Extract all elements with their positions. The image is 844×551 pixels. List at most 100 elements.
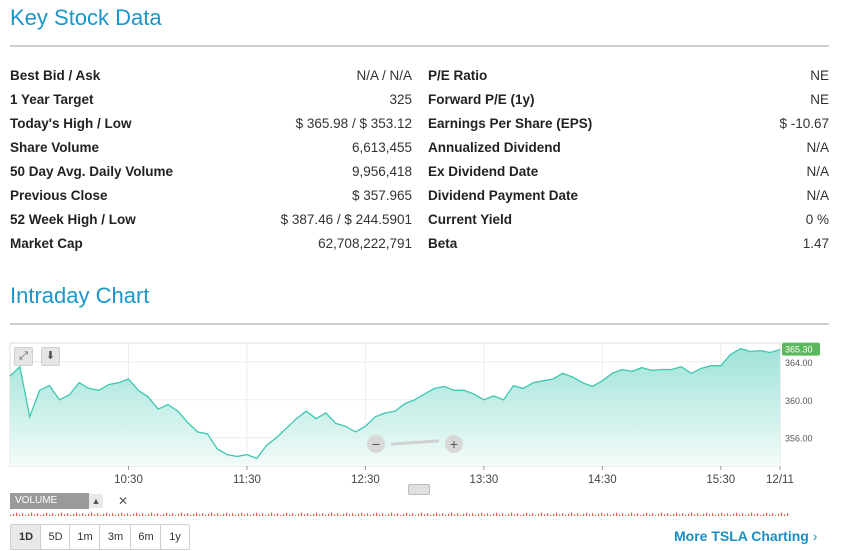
volume-bar	[529, 514, 531, 516]
volume-bar	[283, 513, 285, 516]
volume-bar	[469, 514, 471, 516]
section-divider	[10, 45, 829, 47]
key-data-value: $ 357.965	[351, 187, 412, 203]
volume-bar	[28, 513, 30, 516]
volume-bar	[688, 513, 690, 516]
volume-bar	[757, 513, 759, 516]
volume-bar	[229, 514, 231, 516]
volume-bar	[712, 513, 714, 516]
volume-bar	[754, 514, 756, 516]
range-button-1d[interactable]: 1D	[10, 524, 42, 550]
volume-bar	[109, 514, 111, 516]
x-tick-label: 12/11	[766, 474, 794, 486]
volume-bar	[253, 513, 255, 516]
volume-bar	[88, 513, 90, 516]
volume-bar	[310, 515, 312, 516]
volume-bar	[91, 512, 93, 516]
volume-bar	[514, 514, 516, 516]
intraday-price-chart[interactable]: 356.00 360.00 364.00 365.30 10:30 11:30 12:30 1…	[0, 333, 844, 518]
volume-bar	[727, 513, 729, 516]
range-button-1m[interactable]: 1m	[69, 524, 101, 550]
key-data-label: Earnings Per Share (EPS)	[428, 115, 593, 131]
key-data-label: Market Cap	[10, 235, 83, 251]
volume-bar	[541, 512, 543, 516]
key-data-value: 325	[389, 91, 412, 107]
volume-bar	[94, 514, 96, 516]
close-icon[interactable]: ✕	[117, 494, 129, 508]
volume-bar	[391, 512, 393, 516]
volume-bar	[508, 513, 510, 516]
volume-bar	[139, 514, 141, 516]
move-up-icon[interactable]: ▲	[89, 494, 103, 508]
volume-bar	[691, 512, 693, 516]
volume-bar	[424, 514, 426, 516]
range-button-1y[interactable]: 1y	[160, 524, 190, 550]
section-divider	[10, 323, 829, 325]
volume-bar	[409, 514, 411, 516]
volume-bar	[625, 515, 627, 516]
volume-bar	[316, 512, 318, 516]
more-charting-link[interactable]: More TSLA Charting ›	[674, 528, 817, 544]
volume-bar	[292, 513, 294, 516]
volume-bar	[766, 512, 768, 516]
key-data-value: NE	[810, 67, 829, 83]
download-icon[interactable]: ⬇	[41, 347, 60, 366]
volume-bar	[10, 515, 12, 516]
volume-bar	[481, 512, 483, 516]
chart-zoom-slider[interactable]: − +	[367, 435, 465, 455]
key-data-label: Ex Dividend Date	[428, 163, 539, 179]
volume-bar	[694, 514, 696, 516]
range-button-6m[interactable]: 6m	[130, 524, 162, 550]
volume-bar	[277, 513, 279, 516]
zoom-in-icon[interactable]: +	[445, 435, 463, 453]
volume-bar	[781, 512, 783, 516]
volume-bar	[328, 513, 330, 516]
key-data-label: Forward P/E (1y)	[428, 91, 535, 107]
volume-bar	[337, 513, 339, 516]
volume-bar	[466, 512, 468, 516]
volume-bar	[22, 513, 24, 516]
key-data-value: 0 %	[805, 211, 829, 227]
volume-bar	[202, 513, 204, 516]
range-button-5d[interactable]: 5D	[40, 524, 71, 550]
key-data-left-table: Best Bid / Ask N/A / N/A 1 Year Target 325 T…	[10, 63, 412, 255]
volume-bar	[442, 513, 444, 516]
volume-bar	[490, 515, 492, 516]
volume-bar	[184, 514, 186, 516]
volume-bar	[406, 512, 408, 516]
volume-bar	[595, 515, 597, 516]
volume-bar	[268, 513, 270, 516]
volume-bar	[580, 515, 582, 516]
volume-bar	[646, 512, 648, 516]
volume-bar	[451, 512, 453, 516]
key-data-row: Earnings Per Share (EPS) $ -10.67	[428, 111, 829, 135]
volume-bar	[463, 513, 465, 516]
volume-bar	[436, 512, 438, 516]
volume-bar	[355, 515, 357, 516]
volume-bar	[115, 515, 117, 516]
volume-bar	[73, 513, 75, 516]
range-button-3m[interactable]: 3m	[99, 524, 132, 550]
volume-bar	[226, 512, 228, 516]
volume-bar	[235, 515, 237, 516]
volume-bar	[724, 514, 726, 516]
y-tick-label: 364.00	[785, 358, 813, 368]
volume-bar	[325, 515, 327, 516]
zoom-track[interactable]	[390, 439, 440, 446]
volume-label: VOLUME	[10, 493, 89, 509]
volume-bar	[616, 512, 618, 516]
volume-bar	[334, 514, 336, 516]
zoom-out-icon[interactable]: −	[367, 435, 385, 453]
fullscreen-icon[interactable]: ⤢	[14, 347, 33, 366]
volume-bar	[448, 513, 450, 516]
volume-bar	[772, 513, 774, 516]
pane-resize-handle[interactable]	[408, 484, 430, 495]
volume-bar	[232, 513, 234, 516]
volume-bar	[484, 514, 486, 516]
volume-bar	[271, 512, 273, 516]
volume-bar	[43, 513, 45, 516]
volume-bar	[670, 515, 672, 516]
volume-bar	[244, 514, 246, 516]
key-data-label: 50 Day Avg. Daily Volume	[10, 163, 174, 179]
key-data-value: $ 387.46 / $ 244.5901	[280, 211, 412, 227]
